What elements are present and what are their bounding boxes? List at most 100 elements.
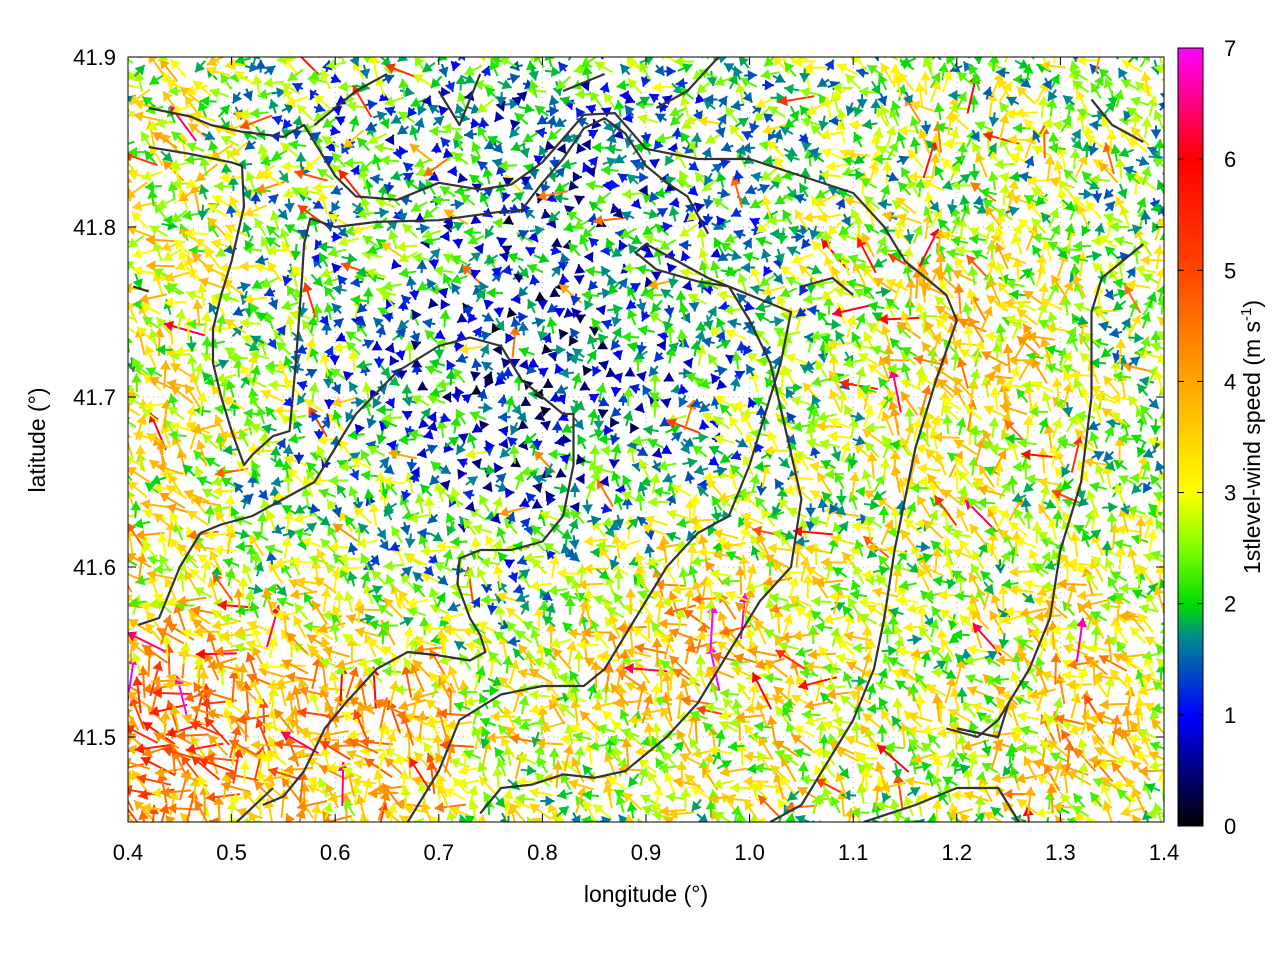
wind-arrow-head	[168, 790, 179, 801]
wind-arrow-head	[164, 271, 175, 283]
wind-arrow	[128, 239, 133, 245]
wind-arrow-head	[155, 117, 165, 129]
wind-arrow-head	[173, 239, 184, 250]
wind-arrow	[162, 746, 197, 760]
wind-arrow	[205, 708, 236, 720]
wind-arrow	[214, 180, 234, 192]
wind-arrow	[204, 457, 221, 468]
wind-arrow-head	[156, 198, 168, 209]
wind-arrow-head	[152, 132, 163, 142]
wind-arrow	[128, 466, 151, 484]
wind-arrow-head	[129, 641, 140, 652]
wind-arrow	[203, 264, 227, 278]
wind-arrow	[138, 293, 167, 305]
wind-arrow-head	[128, 466, 138, 477]
wind-arrow	[185, 255, 196, 280]
wind-arrow-head	[213, 544, 223, 556]
wind-arrow	[128, 631, 167, 653]
wind-arrow-head	[128, 553, 137, 563]
wind-arrow	[128, 234, 145, 249]
wind-arrow-head	[167, 283, 179, 293]
wind-arrow-head	[209, 817, 219, 822]
wind-arrow	[193, 655, 205, 678]
wind-arrow	[166, 282, 185, 295]
wind-arrow-head	[200, 697, 211, 709]
wind-arrow-head	[143, 400, 154, 412]
wind-arrow-head	[204, 130, 215, 141]
wind-arrow	[200, 311, 212, 334]
wind-arrow	[128, 583, 133, 593]
wind-arrow	[186, 318, 206, 330]
wind-arrow	[132, 676, 144, 714]
wind-arrow-head	[140, 303, 152, 314]
wind-arrow-head	[206, 708, 216, 720]
wind-arrow	[203, 717, 231, 746]
wind-arrow-head	[157, 771, 168, 782]
wind-arrow-head	[214, 414, 225, 426]
wind-arrow-head	[136, 326, 148, 337]
wind-arrow-head	[163, 419, 174, 430]
wind-arrow	[157, 532, 169, 556]
wind-arrow-head	[159, 554, 170, 566]
wind-arrow	[168, 429, 187, 441]
wind-arrow-head	[141, 542, 152, 553]
wind-arrow	[128, 798, 134, 812]
wind-arrow-head	[167, 181, 179, 192]
wind-arrow-head	[128, 455, 135, 466]
wind-arrow-head	[207, 577, 218, 588]
wind-arrow-head	[186, 290, 197, 301]
wind-arrow-head	[190, 605, 201, 616]
wind-arrow-head	[184, 691, 195, 703]
wind-arrow-shaft	[128, 387, 140, 398]
wind-arrow	[194, 60, 206, 73]
wind-arrow	[162, 248, 183, 262]
wind-arrow-head	[207, 140, 219, 151]
wind-arrow	[206, 203, 228, 218]
wind-arrow-head	[191, 541, 202, 553]
wind-arrow	[153, 203, 168, 220]
wind-arrow-head	[159, 360, 171, 370]
wind-arrow-head	[128, 757, 132, 769]
wind-arrow	[128, 225, 153, 238]
wind-arrow-head	[202, 433, 213, 444]
wind-arrow	[187, 529, 219, 541]
wind-arrow	[183, 489, 210, 503]
wind-arrow	[128, 493, 134, 497]
wind-arrow	[209, 550, 223, 574]
wind-arrow-head	[141, 408, 153, 419]
wind-arrow-head	[204, 505, 216, 515]
wind-arrow-head	[167, 802, 177, 814]
wind-arrow	[128, 703, 143, 709]
wind-arrow-head	[132, 265, 143, 277]
wind-arrow-head	[212, 503, 223, 514]
wind-arrow-head	[212, 609, 223, 620]
wind-arrow-head	[154, 766, 165, 778]
wind-arrow-head	[128, 597, 139, 609]
wind-arrow	[148, 376, 176, 391]
wind-arrow-head	[149, 705, 160, 717]
wind-arrow	[128, 480, 148, 499]
wind-arrow-head	[188, 123, 199, 134]
wind-arrow	[149, 660, 163, 697]
wind-arrow-head	[131, 357, 142, 368]
wind-arrow	[136, 773, 172, 786]
wind-arrow-shaft	[128, 703, 143, 709]
wind-arrow-head	[193, 466, 205, 477]
wind-arrow-head	[166, 79, 177, 90]
wind-arrow-head	[166, 673, 177, 684]
wind-arrow-head	[158, 57, 169, 61]
wind-arrow	[179, 86, 202, 105]
wind-arrow-head	[128, 708, 133, 714]
wind-arrow	[192, 79, 212, 97]
wind-arrow-head	[139, 601, 149, 612]
wind-arrow	[196, 391, 208, 415]
wind-arrow-head	[159, 710, 171, 720]
wind-arrow-head	[204, 752, 215, 764]
wind-arrow-head	[194, 799, 205, 811]
wind-arrow	[186, 336, 197, 352]
wind-arrow-head	[189, 720, 201, 731]
wind-arrow-shaft	[128, 326, 139, 336]
wind-arrow-head	[186, 85, 197, 96]
wind-arrow	[132, 273, 143, 290]
wind-arrow	[141, 96, 157, 108]
